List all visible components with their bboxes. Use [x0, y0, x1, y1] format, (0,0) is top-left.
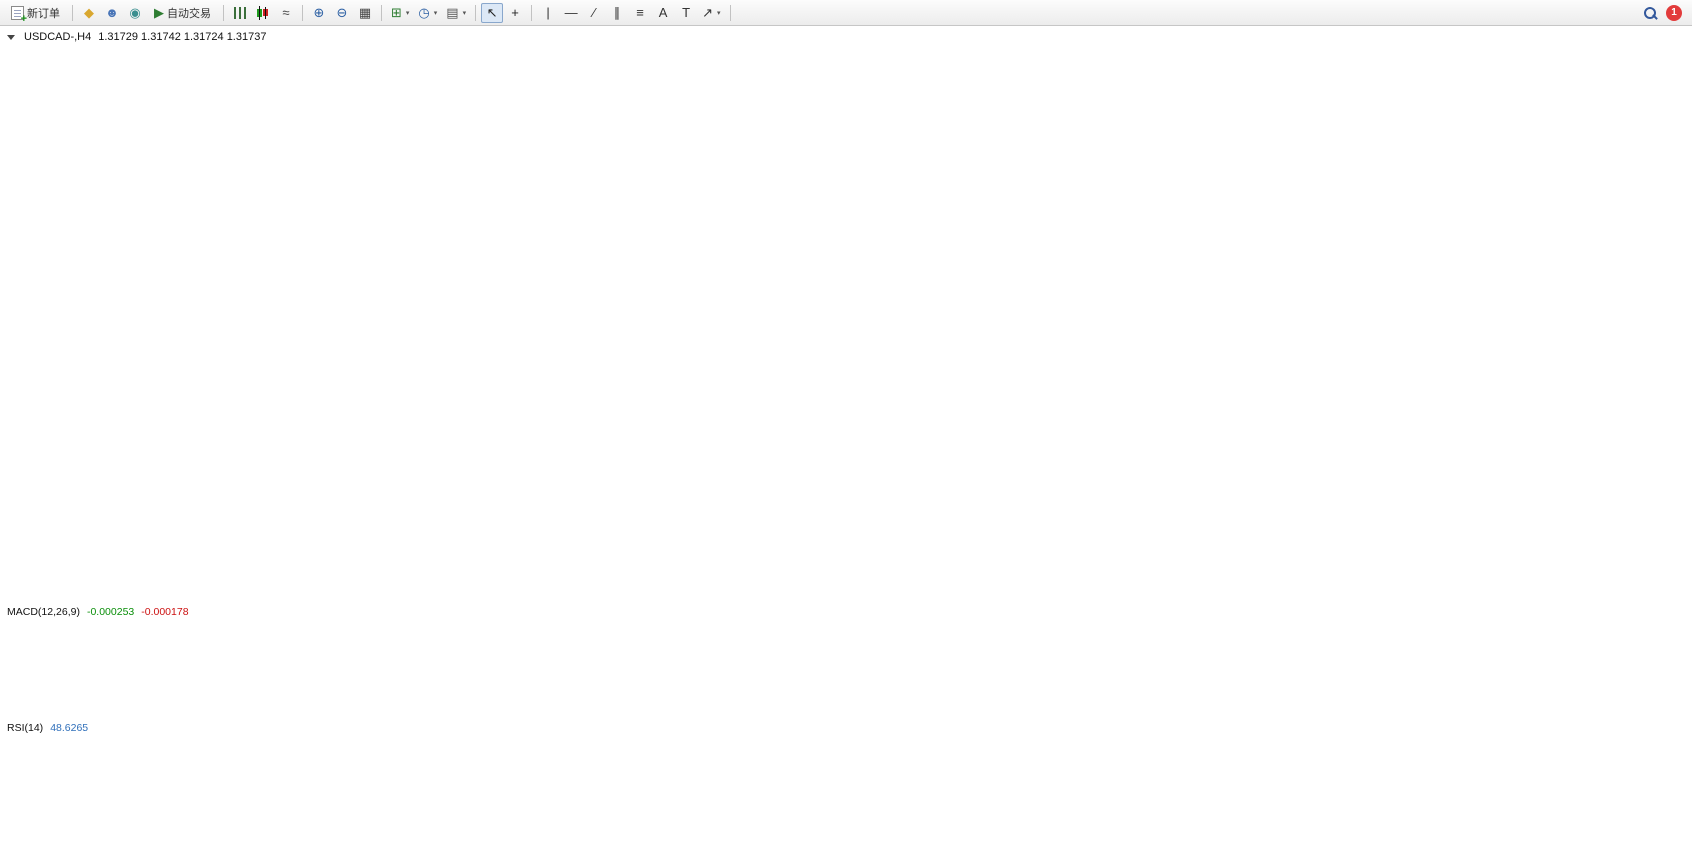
- new-order-label: 新订单: [27, 7, 60, 20]
- candlestick-icon[interactable]: [252, 3, 274, 23]
- line-chart-icon[interactable]: ≈: [282, 5, 290, 20]
- market-watch-icon[interactable]: ◉: [129, 5, 141, 20]
- mql-icon[interactable]: ◆: [84, 5, 94, 20]
- toolbar-tool-groups: ≈ ⊕ ⊖ ▦ ⊞ ▾ ◷ ▾ ▤ ▾ ↖ + | — ∕ ∥ ≡ A T ↗ ▾: [219, 2, 725, 23]
- bar-chart-icon[interactable]: [229, 3, 251, 23]
- trendline-icon[interactable]: ∕: [593, 5, 596, 20]
- tile-windows-icon[interactable]: ▦: [358, 5, 372, 20]
- toolbar: 新订单 ◆ ☻ ◉ ▶ 自动交易 ≈ ⊕ ⊖ ▦ ⊞▾ ◷▾ ▤▾ ↖ + | — ∕ ∥ ≡ AT ↗▾ 1: [0, 0, 1692, 26]
- crosshair-icon[interactable]: +: [511, 5, 519, 20]
- timeframe-toolbar: [726, 4, 735, 21]
- auto-trading-label: 自动交易: [167, 7, 211, 20]
- toolbar-separator: [72, 4, 73, 21]
- profile-icon[interactable]: ☻: [105, 5, 119, 20]
- search-button[interactable]: [1639, 3, 1661, 23]
- toolbar-separator: [223, 4, 224, 21]
- new-order-icon: [11, 5, 27, 25]
- label-icon[interactable]: T: [682, 5, 691, 20]
- toolbar-separator: [531, 4, 533, 21]
- channel-icon[interactable]: ∥: [613, 5, 621, 20]
- template-icon[interactable]: ▤ ▾: [446, 5, 467, 20]
- toolbar-separator: [381, 4, 382, 21]
- text-icon[interactable]: A: [658, 5, 668, 20]
- horizontal-line-icon[interactable]: —: [564, 5, 578, 20]
- fibonacci-icon[interactable]: ≡: [636, 5, 644, 20]
- vertical-line-icon[interactable]: |: [546, 5, 550, 20]
- new-chart-icon[interactable]: ⊞ ▾: [391, 5, 410, 20]
- search-icon: [1643, 6, 1657, 20]
- notification-badge[interactable]: 1: [1666, 4, 1682, 21]
- one-click-trading-expander[interactable]: [7, 34, 15, 40]
- auto-trading-icon: ▶: [154, 5, 164, 20]
- auto-trading-button[interactable]: ▶ 自动交易: [147, 3, 218, 23]
- zoom-in-icon[interactable]: ⊕: [313, 5, 325, 20]
- cursor-icon[interactable]: ↖: [481, 2, 504, 23]
- zoom-out-icon[interactable]: ⊖: [336, 5, 348, 20]
- toolbar-separator: [729, 4, 731, 21]
- toolbar-separator: [302, 4, 303, 21]
- toolbar-group-accounts: ◆ ☻ ◉: [78, 3, 146, 23]
- new-order-button[interactable]: 新订单: [4, 3, 67, 25]
- toolbar-separator: [475, 4, 477, 21]
- period-icon[interactable]: ◷ ▾: [418, 5, 438, 20]
- shapes-icon[interactable]: ↗ ▾: [702, 5, 721, 20]
